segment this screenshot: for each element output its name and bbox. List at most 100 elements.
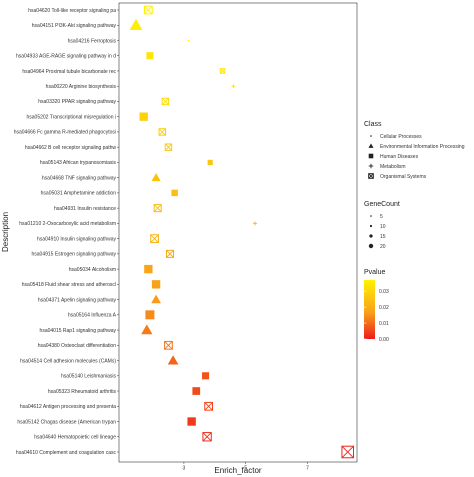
legend-class-label: Metabolism [380,164,406,170]
y-tick-label: hsa04216 Ferroptosis [68,38,117,44]
legend-size-label: 10 [380,224,386,230]
legend-pvalue-title: Pvalue [364,269,386,276]
legend-class-symbol [368,163,374,169]
y-tick-label: hsa01210 2-Oxocarboxylic acid metabolism [19,221,116,227]
plot-panel [118,2,358,463]
data-point-d2 [166,250,174,258]
data-point [187,417,196,426]
legend-class-label: Organismal Systems [380,174,427,180]
data-point [231,84,236,89]
legend-class-symbol [368,153,374,159]
data-point [129,18,143,31]
y-tick-label: hsa04612 Antigen processing and presenta [20,404,116,410]
x-tick-label: 3 [183,466,186,472]
data-point-d2 [158,128,166,136]
data-point-box [153,204,162,213]
data-point-box [150,234,159,243]
data-point-box [165,249,175,258]
y-tick-label: hsa04964 Proximal tubule bicarbonate rec [22,69,116,75]
data-point [144,5,153,15]
pvalue-colorbar [364,280,375,339]
data-point-d2 [144,5,153,15]
x-axis: 3 5 7 [183,462,309,472]
y-tick-label: hsa04640 Hematopoietic cell lineage [34,435,116,441]
data-point [144,264,153,274]
legend-class-label: Human Diseases [380,154,419,160]
data-points [129,5,355,459]
x-axis-title: Enrich_factor [214,466,261,475]
y-tick-label: hsa04015 Rap1 signaling pathway [40,328,117,334]
data-point [253,221,257,226]
data-point [150,234,159,243]
y-tick-label: hsa04662 B cell receptor signaling pathw [25,145,117,151]
data-point-box [204,401,213,411]
y-tick-label: hsa04933 AGE-RAGE signaling pathway in d [16,54,116,60]
data-point-d2 [153,204,162,212]
legend-class-label: Cellular Processes [380,134,422,140]
data-point [167,355,179,365]
y-tick-label: hsa05323 Rheumatoid arthritis [48,389,117,395]
data-point [153,204,162,213]
colorbar-tick-label: 0.03 [379,289,389,295]
data-point-box [158,128,166,136]
data-point [139,112,148,121]
legend-class-symbol-d2 [368,173,374,179]
y-tick-label: hsa04371 Apelin signaling pathway [38,297,117,303]
legend-size-symbol [368,243,374,249]
legend-size-symbol [369,224,373,228]
colorbar-tick-label: 0.01 [379,321,389,327]
y-tick-label: hsa04666 Fc gamma R-mediated phagocytosi [14,130,116,136]
y-axis: hsa04620 Toll-like receptor signaling pa… [14,8,119,456]
data-point-d2 [341,445,354,459]
data-point [141,324,153,335]
colorbar-tick-label: 0.00 [379,337,389,343]
colorbar-tick-label: 0.02 [379,305,389,311]
y-tick-label: hsa04620 Toll-like receptor signaling pa [28,8,116,14]
legend-genecount-title: GeneCount [364,201,400,208]
legend-class-symbol-box [368,173,374,179]
data-point [151,280,161,289]
legend-class-symbol [368,173,374,179]
y-tick-label: hsa04610 Complement and coagulation casc [16,450,117,456]
y-tick-label: hsa04514 Cell adhesion molecules (CAMs) [20,358,116,364]
data-point [145,310,155,320]
data-point-box [341,445,355,459]
data-point-d2 [204,402,213,411]
y-tick-label: hsa04151 PI3K-Akt signaling pathway [32,23,117,29]
data-point [187,39,190,42]
data-point [164,340,173,350]
y-tick-label: hsa00220 Arginine biosynthesis [46,84,117,90]
data-point-box [144,5,153,15]
data-point-d2 [164,341,173,350]
data-point [146,52,154,60]
data-point [341,445,355,459]
y-axis-title: Description [1,212,10,252]
legend-class-label: Environmental Information Processing [380,144,465,150]
y-tick-label: hsa04910 Insulin signaling pathway [37,236,116,242]
legend-size-label: 5 [380,214,383,220]
legend-size-symbol [369,234,373,238]
data-point-box [164,143,173,151]
legend-class-symbol [368,143,374,148]
legend: Class Cellular Processes Environmental In… [364,121,465,343]
y-tick-label: hsa05031 Amphetamine addiction [41,191,117,197]
data-point [158,128,166,136]
data-point [219,68,226,74]
data-point [171,189,178,197]
data-point-box [219,68,226,74]
data-point-box [161,97,170,106]
data-point [207,159,213,165]
y-tick-label: hsa05164 Influenza A [68,313,117,319]
data-point [202,432,212,442]
x-tick-label: 5 [244,466,247,472]
legend-size-symbol [370,215,372,217]
y-tick-label: hsa03320 PPAR signaling pathway [38,99,116,105]
y-tick-label: hsa05142 Chagas disease (American trypan [17,419,116,425]
data-point [192,387,201,395]
y-tick-label: hsa04380 Osteoclast differentiation [38,343,117,349]
data-point-box [164,340,173,350]
data-point-d2 [202,432,212,442]
x-tick-label: 7 [306,466,309,472]
data-point-d2 [150,234,159,243]
data-point-d2 [164,143,172,151]
